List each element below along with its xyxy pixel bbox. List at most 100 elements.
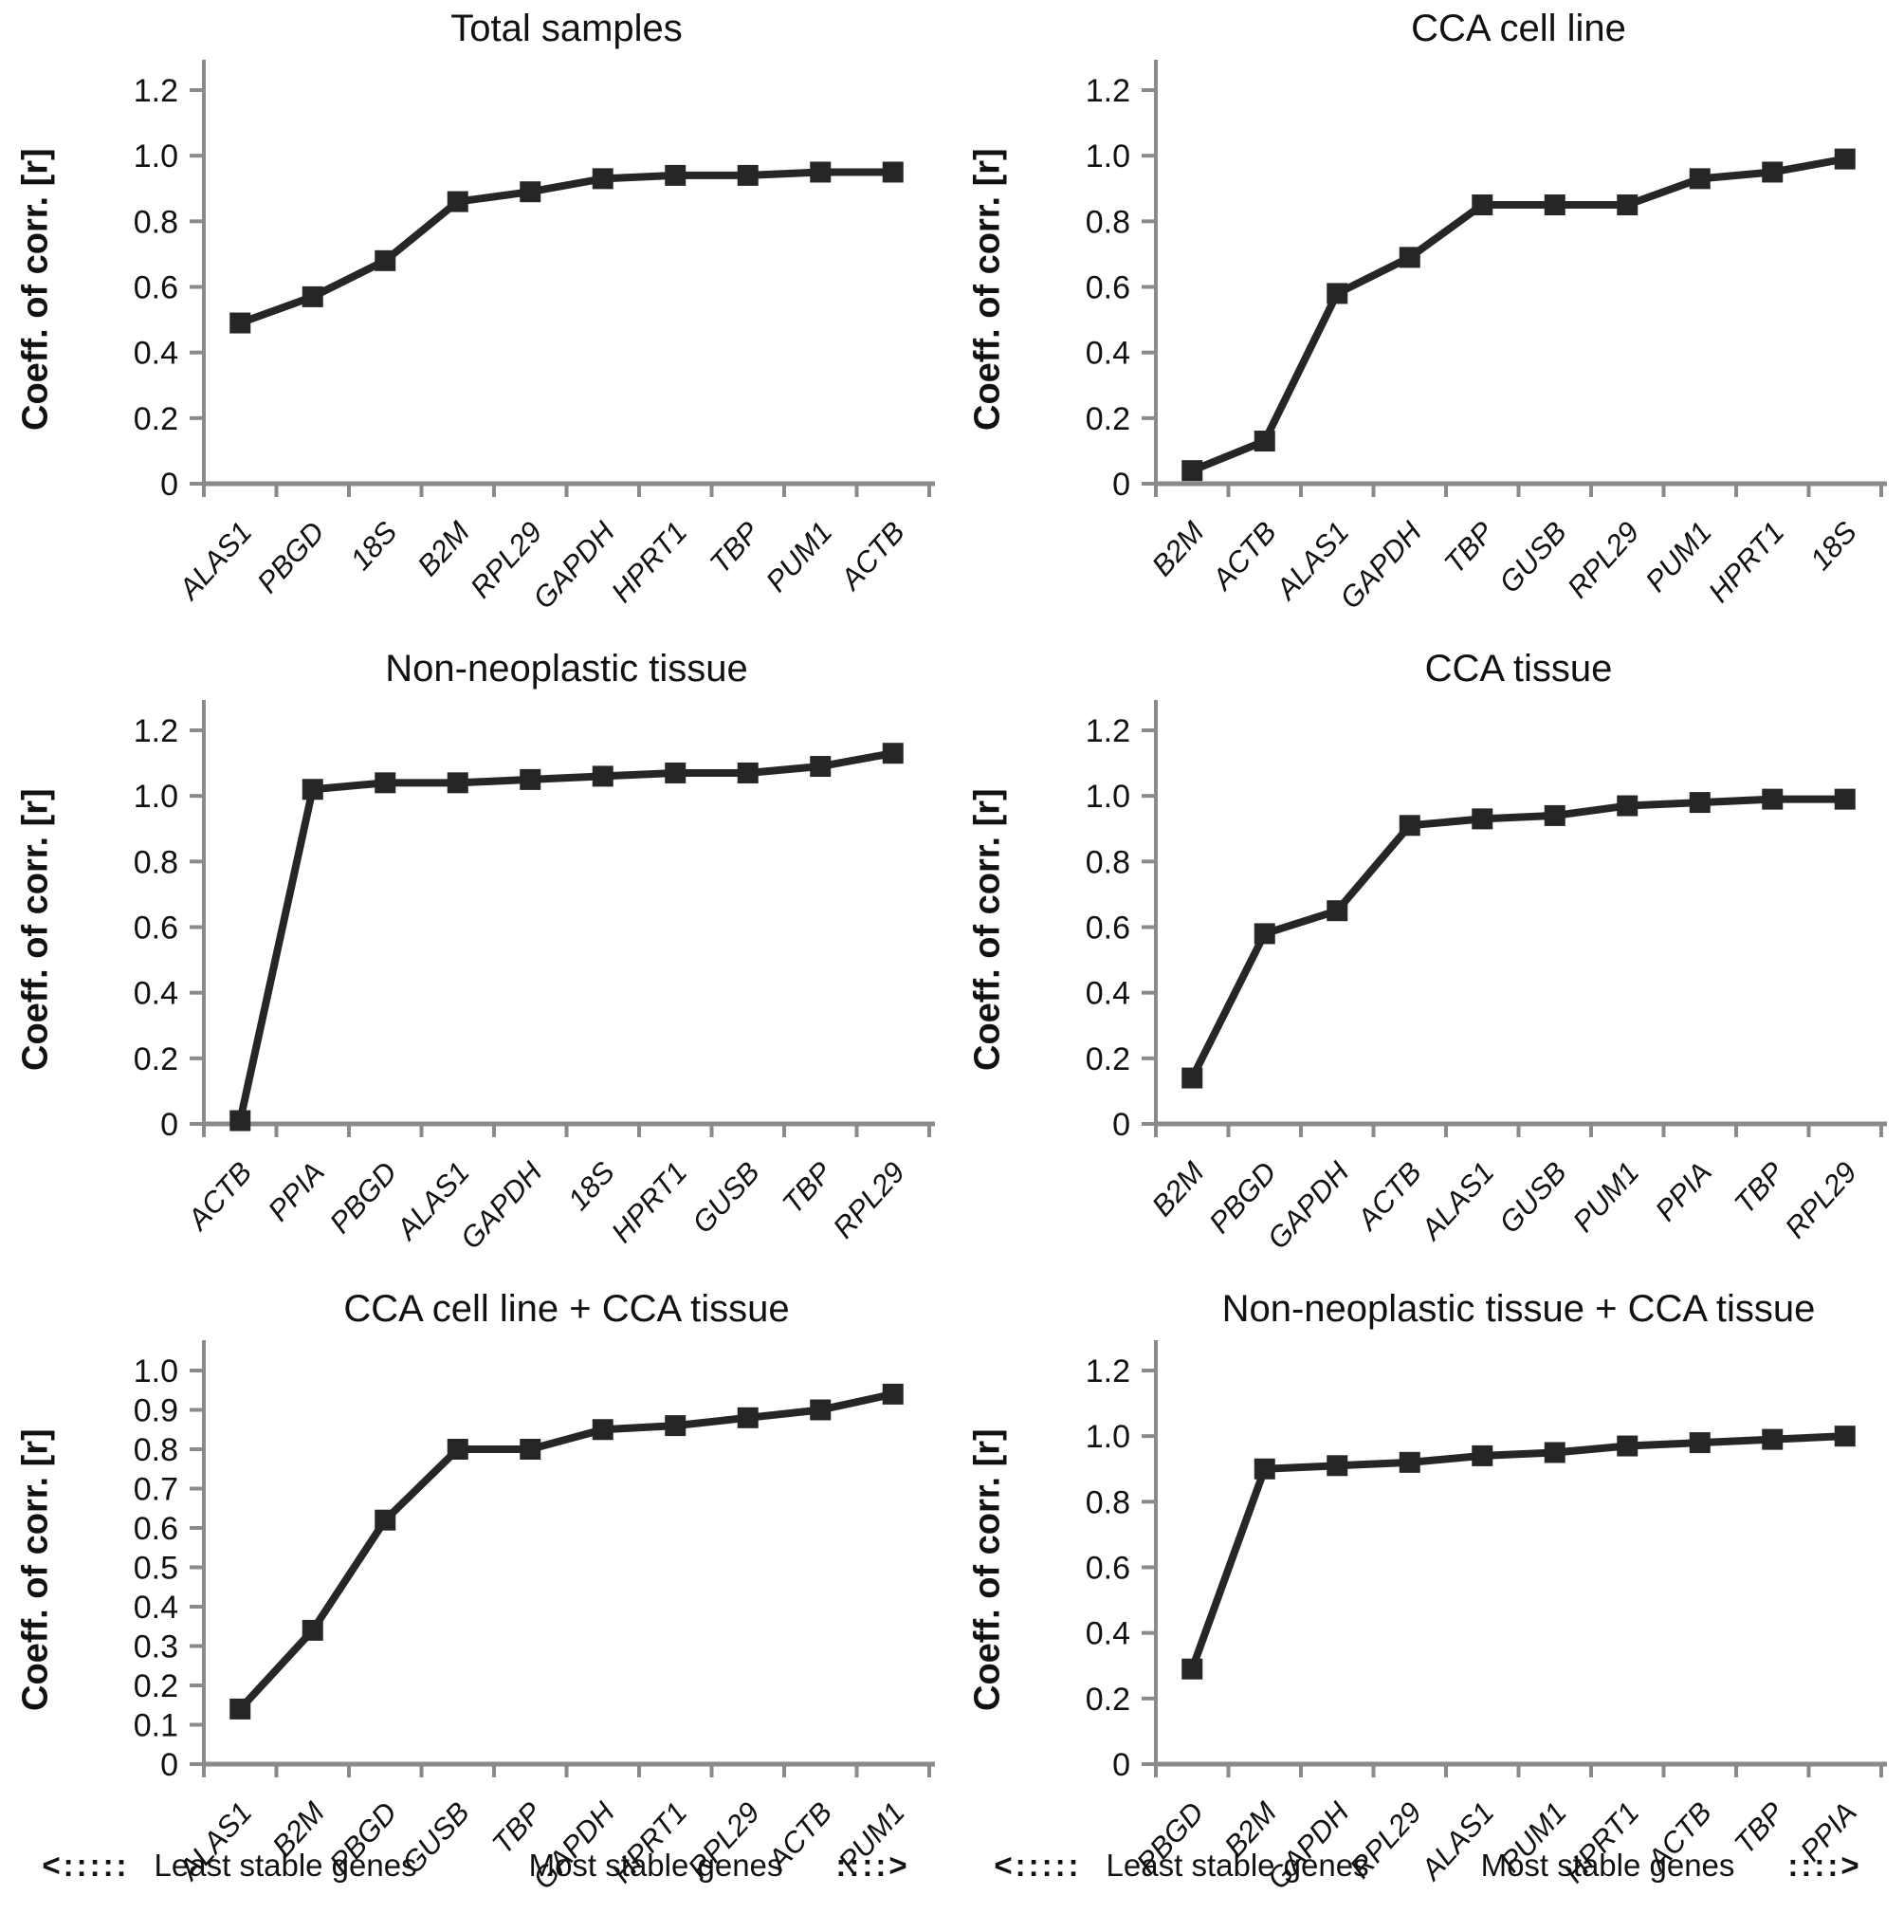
y-tick-label: 0.6	[1086, 270, 1130, 306]
data-point-marker	[302, 1619, 323, 1641]
x-category-label: B2M	[411, 515, 476, 582]
data-point-marker	[1544, 1442, 1565, 1463]
x-category-label: GAPDH	[1261, 1155, 1356, 1256]
y-tick-label: 1.2	[1086, 1353, 1130, 1389]
data-point-marker	[520, 768, 541, 790]
data-point-marker	[665, 762, 687, 783]
y-tick-label: 0.8	[134, 844, 178, 880]
x-category-label: GUSB	[1492, 1155, 1573, 1240]
stability-axis-caption-left: <::::: Least stable genes Most stable ge…	[0, 1848, 952, 1884]
data-point-marker	[1399, 247, 1420, 268]
y-tick-label: 0.6	[134, 911, 178, 947]
chart-title: CCA tissue	[1424, 648, 1613, 690]
y-tick-label: 0	[1112, 467, 1130, 503]
y-tick-label: 0.5	[134, 1551, 178, 1587]
data-point-marker	[1762, 161, 1784, 183]
data-point-marker	[1327, 1455, 1348, 1477]
x-category-label: GAPDH	[454, 1155, 549, 1256]
y-tick-label: 0.2	[1086, 1041, 1130, 1077]
data-point-marker	[810, 1399, 832, 1421]
data-point-marker	[665, 1415, 687, 1437]
data-point-marker	[1254, 923, 1275, 945]
data-point-marker	[447, 191, 468, 212]
y-tick-label: 0	[160, 1107, 178, 1143]
data-point-marker	[1544, 194, 1565, 216]
y-tick-label: 1.0	[134, 1353, 178, 1389]
chart-title: CCA cell line	[1411, 8, 1626, 49]
data-point-marker	[1472, 1444, 1493, 1466]
x-category-label: PPIA	[262, 1155, 331, 1227]
y-tick-label: 0.4	[1086, 1616, 1130, 1652]
chart-title: CCA cell line + CCA tissue	[343, 1288, 790, 1330]
data-point-marker	[375, 772, 396, 794]
x-category-label: HPRT1	[605, 1155, 694, 1249]
x-category-label: 18S	[1803, 515, 1863, 577]
most-stable-arrow-icon: ::::>	[835, 1848, 910, 1883]
y-tick-label: 0.8	[134, 1432, 178, 1468]
x-category-label: GAPDH	[1333, 515, 1428, 616]
data-point-marker	[810, 161, 832, 183]
series-line	[1188, 795, 1845, 1080]
data-point-marker	[1327, 283, 1348, 304]
most-stable-arrow-icon: ::::>	[1787, 1848, 1862, 1883]
x-category-label: PUM1	[760, 515, 839, 598]
data-point-marker	[1181, 1067, 1203, 1089]
x-category-label: 18S	[344, 515, 404, 577]
x-category-label: ALAS1	[172, 515, 259, 607]
data-point-marker	[375, 249, 396, 271]
y-tick-label: 0.9	[134, 1393, 178, 1429]
y-tick-label: 0.3	[134, 1629, 178, 1665]
y-tick-label: 0.6	[134, 1511, 178, 1547]
x-category-label: GUSB	[686, 1155, 766, 1240]
series-line	[236, 749, 894, 1122]
y-tick-label: 1.2	[1086, 713, 1130, 749]
most-stable-label: Most stable genes	[528, 1848, 783, 1883]
y-tick-label: 1.2	[134, 713, 178, 749]
x-category-label: PPIA	[1649, 1155, 1718, 1227]
data-point-marker	[592, 168, 613, 190]
line-chart: 00.20.40.60.81.01.2B2MPBGDGAPDHACTBALAS1…	[1086, 700, 1887, 1256]
chart-panel-cca-cell-line-plus-cca-tissue: CCA cell line + CCA tissue Coeff. of cor…	[0, 1280, 952, 1906]
data-point-marker	[229, 1110, 251, 1132]
y-tick-label: 0	[1112, 1107, 1130, 1143]
x-category-label: B2M	[1145, 515, 1211, 582]
least-stable-arrow-icon: <:::::	[42, 1848, 130, 1883]
data-point-marker	[1762, 1428, 1784, 1450]
y-tick-label: 0.4	[134, 336, 178, 372]
data-point-marker	[447, 1439, 468, 1460]
x-category-label: HPRT1	[605, 515, 694, 609]
y-tick-label: 0.2	[1086, 1682, 1130, 1718]
data-point-marker	[1472, 808, 1493, 830]
x-category-label: RPL29	[827, 1155, 911, 1244]
data-point-marker	[1762, 788, 1784, 810]
data-point-marker	[737, 164, 759, 186]
data-point-marker	[302, 285, 323, 307]
data-point-marker	[1617, 795, 1639, 817]
chart-title: Non-neoplastic tissue	[385, 648, 748, 690]
x-category-label: RPL29	[1779, 1155, 1863, 1244]
data-point-marker	[1834, 1426, 1856, 1447]
chart-title: Non-neoplastic tissue + CCA tissue	[1221, 1288, 1816, 1330]
x-category-label: GAPDH	[526, 515, 621, 616]
y-tick-label: 0	[1112, 1747, 1130, 1783]
x-category-label: ACTB	[180, 1155, 259, 1237]
y-tick-label: 0.6	[1086, 911, 1130, 947]
data-point-marker	[1834, 788, 1856, 810]
x-category-label: TBP	[704, 515, 767, 580]
series-line	[1188, 1432, 1845, 1671]
x-category-label: HPRT1	[1702, 515, 1791, 609]
data-point-marker	[229, 1698, 251, 1720]
y-tick-label: 0.4	[1086, 336, 1130, 372]
y-tick-label: 0.4	[134, 976, 178, 1012]
y-tick-label: 0.4	[134, 1590, 178, 1626]
y-tick-label: 1.0	[134, 779, 178, 815]
y-tick-label: 1.0	[1086, 138, 1130, 175]
data-point-marker	[1617, 194, 1639, 216]
least-stable-label: Least stable genes	[154, 1848, 417, 1883]
y-tick-label: 0.8	[1086, 844, 1130, 880]
y-tick-label: 0	[160, 1747, 178, 1783]
data-point-marker	[737, 762, 759, 783]
